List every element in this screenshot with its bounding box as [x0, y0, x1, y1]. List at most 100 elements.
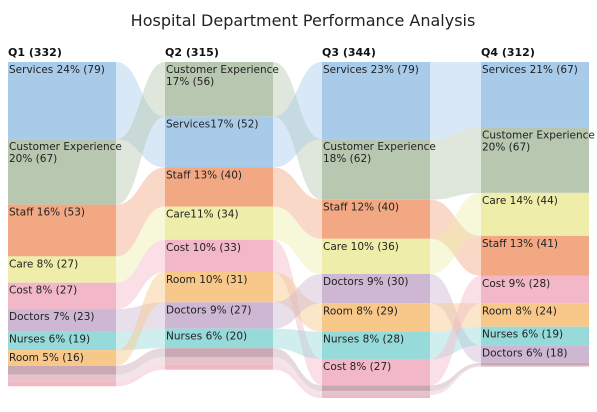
segment-label-doctors-q1: Doctors 7% (23) [9, 311, 95, 323]
segment-room-q3 [322, 303, 430, 332]
flow-cost-q3-q4 [430, 275, 481, 386]
flow-other-b-q1-q2 [116, 356, 165, 382]
flow-staff-q2-q3 [273, 167, 322, 239]
segment-staff-q2 [165, 167, 273, 207]
segment-label-cost-q4: Cost 9% (28) [482, 278, 550, 290]
flow-customer-experience-q2-q3 [273, 62, 322, 200]
segment-label-nurses-q4: Nurses 6% (19) [482, 329, 563, 341]
segment-label-doctors-q2: Doctors 9% (27) [166, 304, 252, 316]
segment-room-q4 [481, 303, 589, 327]
segment-customer-experience-q4 [481, 127, 589, 193]
segment-label-cost-q3: Cost 8% (27) [323, 361, 391, 373]
flow-nurses-q2-q3 [273, 328, 322, 359]
segment-cost-q1 [8, 282, 116, 310]
flow-other-b-q3-q4 [430, 365, 481, 396]
segment-doctors-q2 [165, 302, 273, 329]
segment-nurses-q1 [8, 331, 116, 351]
flow-care-q3-q4 [430, 192, 481, 274]
segment-label-room-q2: Room 10% (31) [166, 274, 247, 286]
segment-other-c-q1 [8, 381, 116, 387]
flow-care-q2-q3 [273, 206, 322, 274]
flow-other-a-q1-q2 [116, 348, 165, 375]
segment-other-b-q1 [8, 374, 116, 382]
segment-label-staff-q1: Staff 16% (53) [9, 207, 85, 219]
flow-room-q2-q3 [273, 272, 322, 332]
column-header-4: Q4 (312) [481, 46, 535, 59]
segment-cost-q4 [481, 275, 589, 304]
segment-other-a-q4 [481, 362, 589, 366]
segment-services-q2 [165, 116, 273, 168]
segment-nurses-q2 [165, 328, 273, 349]
segment-services-q1 [8, 62, 116, 140]
flow-nurses-q3-q4 [430, 326, 481, 359]
flow-care-q1-q2 [116, 206, 165, 283]
flow-cost-q1-q2 [116, 239, 165, 310]
segment-label-services-q3: Services 23% (79) [323, 64, 419, 76]
segment-services-q3 [322, 62, 430, 140]
column-segments: Services 24% (79) Customer Experience 20% … [8, 62, 595, 398]
flow-staff-q1-q2 [116, 167, 165, 257]
flow-customer-experience-q3-q4 [430, 127, 481, 200]
segment-nurses-q3 [322, 331, 430, 359]
segment-cost-q3 [322, 358, 430, 386]
segment-label-services-q4: Services 21% (67) [482, 64, 578, 76]
flow-other-c-q2-q3 [273, 364, 322, 398]
segment-label-customer-experience-q1: Customer Experience 20% (67) [9, 141, 122, 165]
segment-label-cost-q1: Cost 8% (27) [9, 285, 77, 297]
segment-label-staff-q3: Staff 12% (40) [323, 202, 399, 214]
segment-label-nurses-q2: Nurses 6% (20) [166, 331, 247, 343]
segment-other-b-q3 [322, 391, 430, 396]
segment-label-staff-q2: Staff 13% (40) [166, 169, 242, 181]
flow-staff-q3-q4 [430, 199, 481, 276]
column-header-2: Q2 (315) [165, 46, 219, 59]
column-header-3: Q3 (344) [322, 46, 376, 59]
segment-services-q4 [481, 62, 589, 128]
segment-label-room-q4: Room 8% (24) [482, 305, 557, 317]
segment-care-q1 [8, 256, 116, 283]
segment-other-c-q2 [165, 364, 273, 370]
segment-label-nurses-q1: Nurses 6% (19) [9, 334, 90, 346]
segment-other-a-q3 [322, 385, 430, 392]
flow-customer-experience-q1-q2 [116, 62, 165, 205]
segment-care-q2 [165, 206, 273, 240]
column-header-1: Q1 (332) [8, 46, 62, 59]
segment-customer-experience-q1 [8, 139, 116, 205]
flow-room-q3-q4 [430, 303, 481, 332]
segment-other-b-q2 [165, 356, 273, 365]
segment-staff-q4 [481, 235, 589, 276]
segment-label-room-q3: Room 8% (29) [323, 305, 398, 317]
segment-staff-q1 [8, 204, 116, 257]
segment-label-doctors-q3: Doctors 9% (30) [323, 276, 409, 288]
segment-care-q3 [322, 238, 430, 274]
segment-label-customer-experience-q3: Customer Experience 18% (62) [323, 141, 436, 165]
flow-links [116, 62, 481, 398]
segment-label-staff-q4: Staff 13% (41) [482, 238, 558, 250]
flow-doctors-q2-q3 [273, 273, 322, 329]
segment-other-a-q1 [8, 365, 116, 375]
segment-doctors-q3 [322, 273, 430, 304]
segment-care-q4 [481, 192, 589, 236]
segment-label-room-q1: Room 5% (16) [9, 352, 84, 364]
flow-services-q2-q3 [273, 62, 322, 168]
flow-cost-q2-q3 [273, 239, 322, 386]
flow-nurses-q1-q2 [116, 328, 165, 351]
segment-other-a-q2 [165, 348, 273, 357]
segment-staff-q3 [322, 199, 430, 239]
segment-label-care-q2: Care11% (34) [166, 209, 239, 221]
segment-nurses-q4 [481, 326, 589, 346]
flow-other-b-q2-q3 [273, 356, 322, 396]
segment-label-services-q1: Services 24% (79) [9, 64, 105, 76]
flow-doctors-q1-q2 [116, 302, 165, 332]
segment-customer-experience-q2 [165, 62, 273, 117]
chart-title: Hospital Department Performance Analysis [131, 11, 476, 30]
segment-label-customer-experience-q2: Customer Experience 17% (56) [166, 64, 279, 88]
segment-room-q2 [165, 272, 273, 303]
flow-room-q1-q2 [116, 272, 165, 366]
segment-label-doctors-q4: Doctors 6% (18) [482, 347, 568, 359]
flow-services-q1-q2 [116, 62, 165, 168]
segment-cost-q2 [165, 239, 273, 272]
segment-label-care-q1: Care 8% (27) [9, 258, 78, 270]
segment-label-services-q2: Services17% (52) [166, 119, 259, 131]
flow-other-a-q2-q3 [273, 348, 322, 392]
flow-doctors-q3-q4 [430, 273, 481, 363]
